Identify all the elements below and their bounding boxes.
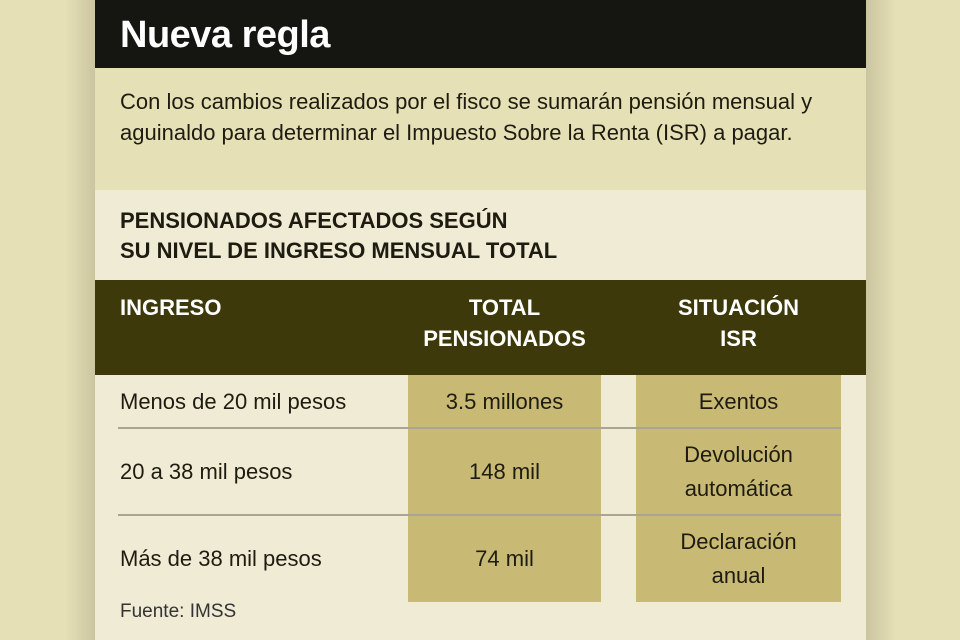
right-shadow	[866, 0, 896, 640]
title: Nueva regla	[95, 0, 866, 68]
total-column-bg	[408, 375, 601, 602]
header-ingreso: INGRESO	[120, 295, 222, 320]
row-total: 148 mil	[469, 459, 540, 484]
row-ingreso: Más de 38 mil pesos	[120, 546, 322, 571]
header-total: TOTAL PENSIONADOS	[423, 295, 586, 351]
table-subtitle: PENSIONADOS AFECTADOS SEGÚN SU NIVEL DE …	[95, 190, 866, 280]
source-note: Fuente: IMSS	[120, 601, 237, 622]
subtitle-line: SU NIVEL DE INGRESO MENSUAL TOTAL	[120, 238, 558, 263]
table-body: Menos de 20 mil pesos 3.5 millones Exent…	[95, 375, 866, 640]
row-situacion: Devolución automática	[684, 442, 793, 501]
row-total: 74 mil	[475, 546, 534, 571]
infographic-card: Nueva regla Con los cambios realizados p…	[95, 0, 866, 640]
row-divider	[118, 427, 841, 429]
row-divider	[118, 514, 841, 516]
table-header: INGRESO TOTAL PENSIONADOS SITUACIÓN ISR	[95, 280, 866, 375]
row-ingreso: Menos de 20 mil pesos	[120, 388, 347, 414]
situacion-column-bg	[636, 375, 841, 602]
row-situacion: Declaración anual	[680, 529, 797, 588]
intro-text: Con los cambios realizados por el fisco …	[95, 68, 866, 190]
subtitle-line: PENSIONADOS AFECTADOS SEGÚN	[120, 208, 508, 233]
header-situacion: SITUACIÓN ISR	[678, 295, 799, 351]
left-shadow	[65, 0, 95, 640]
row-total: 3.5 millones	[445, 388, 564, 414]
row-ingreso: 20 a 38 mil pesos	[120, 459, 293, 484]
row-situacion: Exentos	[698, 388, 779, 414]
